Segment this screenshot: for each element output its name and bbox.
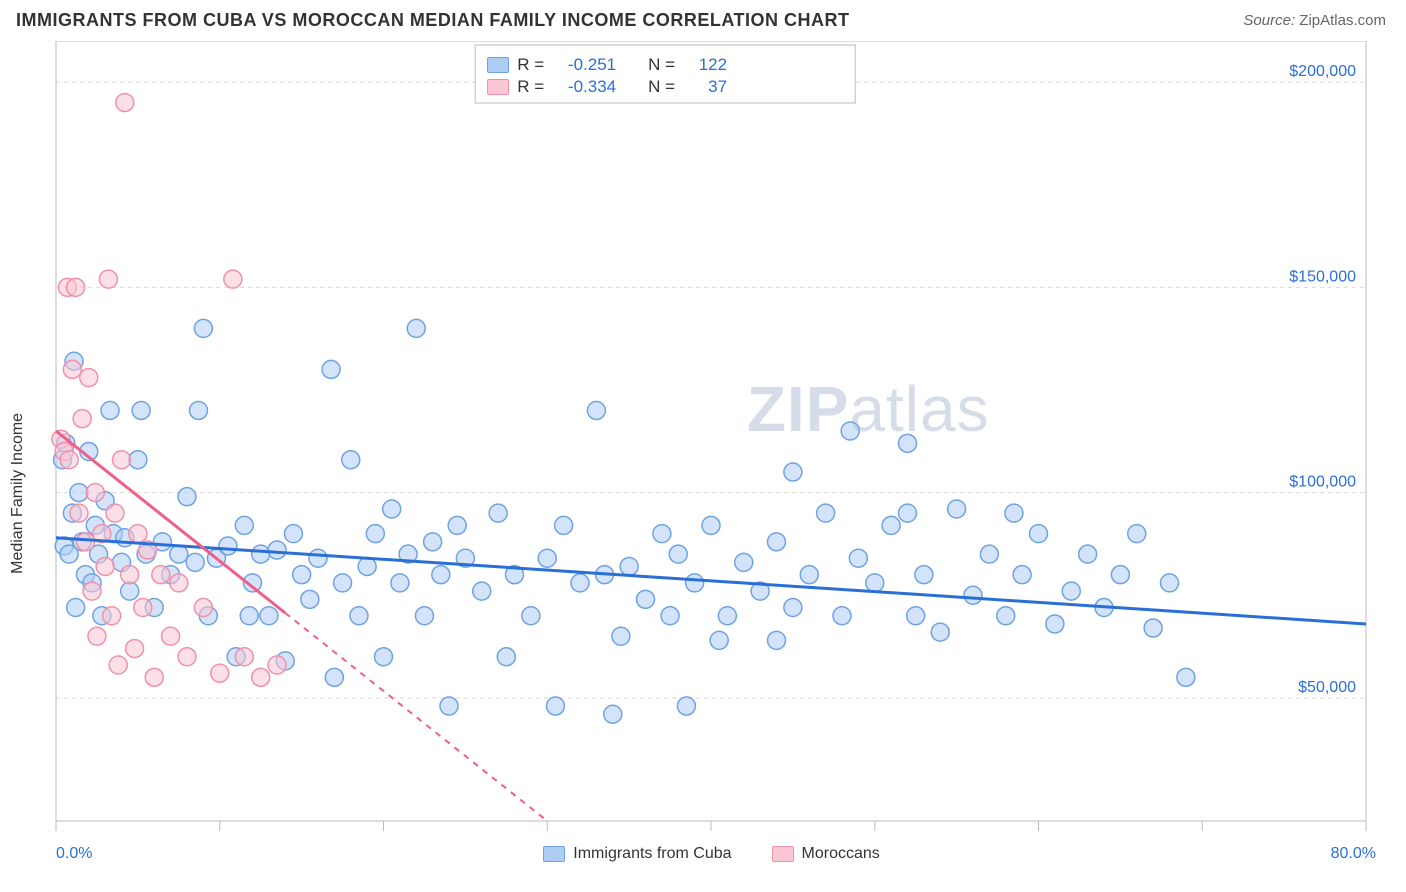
chart-title: IMMIGRANTS FROM CUBA VS MOROCCAN MEDIAN … [16,10,850,31]
svg-text:$50,000: $50,000 [1298,679,1356,696]
svg-text:ZIPatlas: ZIPatlas [747,373,990,445]
chart-header: IMMIGRANTS FROM CUBA VS MOROCCAN MEDIAN … [0,0,1406,41]
x-axis-start-label: 0.0% [56,845,92,863]
legend-label: Immigrants from Cuba [573,845,731,863]
svg-text:Median Family Income: Median Family Income [9,413,26,574]
svg-text:$100,000: $100,000 [1289,474,1356,491]
chart-source: Source: ZipAtlas.com [1243,12,1386,29]
legend-swatch-icon [543,846,565,862]
source-label: Source: [1243,12,1295,29]
x-axis-end-label: 80.0% [1331,845,1376,863]
legend-item-cuba: Immigrants from Cuba [543,845,731,863]
svg-text:$200,000: $200,000 [1289,63,1356,80]
source-value: ZipAtlas.com [1299,12,1386,29]
correlation-scatter-chart: $50,000 $100,000 $150,000 $200,000 Median Fa… [0,41,1406,841]
x-axis-legend-row: 0.0% Immigrants from Cuba Moroccans 80.0% [0,841,1406,863]
legend-item-moroccan: Moroccans [772,845,880,863]
svg-text:$150,000: $150,000 [1289,268,1356,285]
series-legend: Immigrants from Cuba Moroccans [543,845,880,863]
chart-area: $50,000 $100,000 $150,000 $200,000 Median Fa… [0,41,1406,841]
legend-label: Moroccans [802,845,880,863]
legend-swatch-icon [772,846,794,862]
